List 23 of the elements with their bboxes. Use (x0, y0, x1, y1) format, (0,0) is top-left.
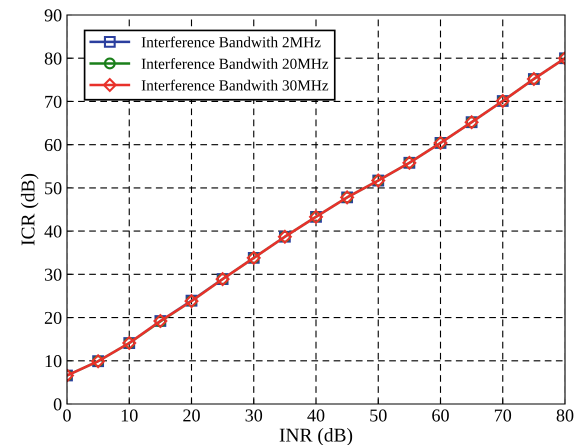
y-tick-label: 70 (45, 96, 62, 108)
x-tick-label: 40 (307, 409, 324, 422)
y-tick-label: 40 (44, 225, 62, 238)
y-tick-label: 60 (44, 138, 62, 152)
y-tick-label: 10 (46, 355, 62, 368)
y-tick-label: 20 (44, 312, 62, 324)
x-tick-label: 50 (370, 409, 387, 422)
legend-label: Interference Bandwith 2MHz (142, 36, 321, 48)
y-axis-title: ICR (dB) (20, 174, 39, 246)
x-tick-label: 80 (556, 409, 574, 422)
y-tick-label: 80 (44, 52, 62, 65)
x-tick-label: 0 (63, 409, 71, 422)
x-tick-label: 20 (183, 409, 200, 422)
legend-label: Interference Bandwith 30MHz (142, 80, 328, 91)
y-tick-label: 30 (44, 268, 62, 281)
x-tick-label: 30 (246, 409, 262, 422)
x-tick-label: 60 (432, 409, 449, 422)
y-tick-label: 50 (45, 182, 62, 194)
y-tick-label: 0 (54, 398, 62, 410)
y-tick-label: 90 (44, 9, 62, 22)
x-tick-label: 70 (494, 409, 512, 422)
legend-label: Interference Bandwith 20MHz (142, 58, 328, 69)
x-tick-label: 10 (122, 409, 138, 422)
